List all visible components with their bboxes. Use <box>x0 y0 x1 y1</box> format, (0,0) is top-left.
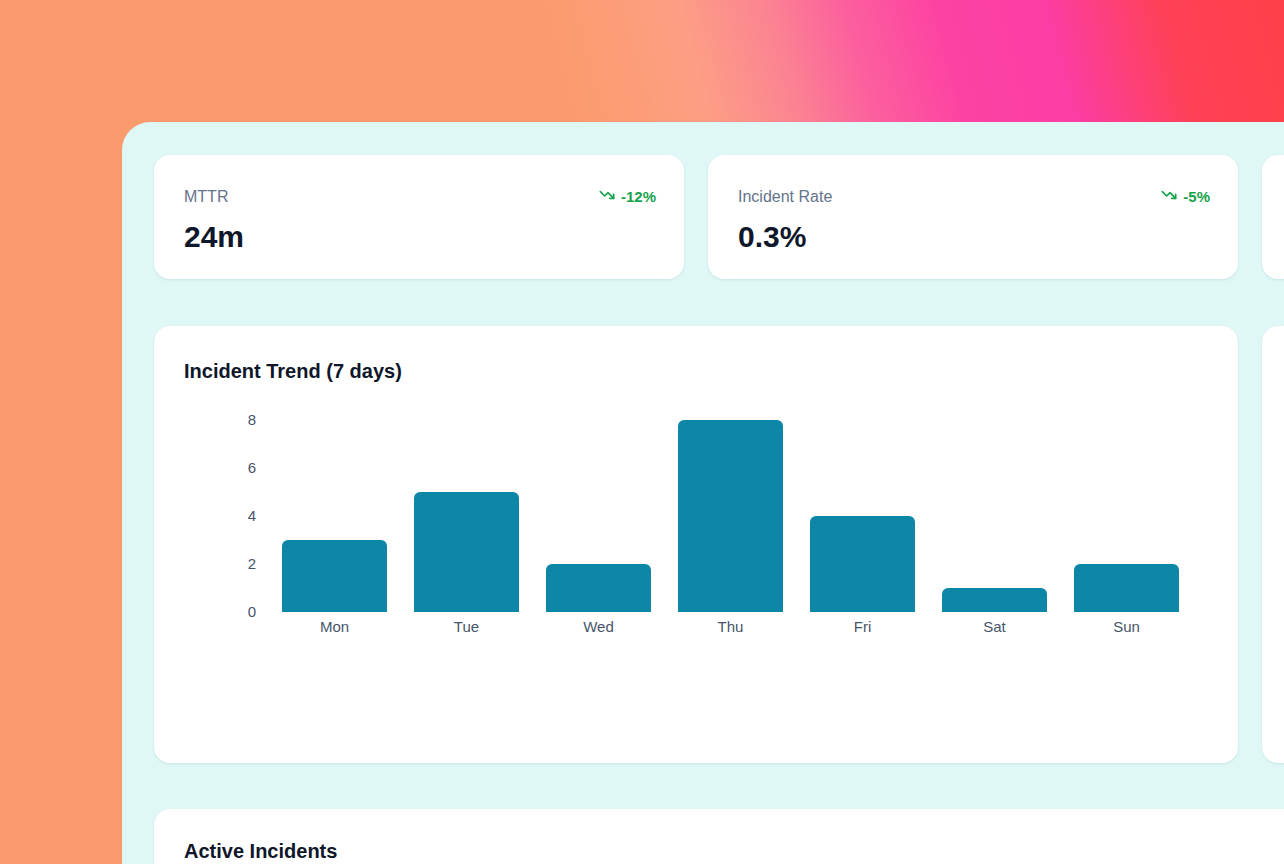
stat-delta-value: -5% <box>1183 188 1210 205</box>
x-axis-label: Tue <box>414 618 519 636</box>
stat-label: Incident Rate <box>738 188 832 206</box>
y-axis-tick: 8 <box>154 411 256 429</box>
stat-value: 24m <box>184 222 656 252</box>
stat-delta-value: -12% <box>621 188 656 205</box>
active-incidents-row: Active Incidents <box>154 809 1284 864</box>
stat-card-clipped <box>1262 155 1284 279</box>
stat-delta: -5% <box>1161 187 1210 206</box>
x-axis-label: Sun <box>1074 618 1179 636</box>
chart-title: Incident Trend (7 days) <box>184 360 402 383</box>
x-axis-label: Wed <box>546 618 651 636</box>
trending-down-icon <box>1161 187 1177 206</box>
trending-down-icon <box>599 187 615 206</box>
incident-trend-card: Incident Trend (7 days) 0 2 4 6 8 Mon Tue Wed Th… <box>154 326 1238 763</box>
stat-value: 0.3% <box>738 222 1210 252</box>
dashboard-panel: MTTR -12% 24m Incident Rate -5% <box>122 122 1284 864</box>
active-incidents-card: Active Incidents <box>154 809 1284 864</box>
active-incidents-title: Active Incidents <box>184 840 1284 863</box>
y-axis-tick: 2 <box>154 555 256 573</box>
bar-sun[interactable] <box>1074 564 1179 612</box>
bar-tue[interactable] <box>414 492 519 612</box>
stat-delta: -12% <box>599 187 656 206</box>
x-axis-label: Thu <box>678 618 783 636</box>
y-axis-tick: 0 <box>154 603 256 621</box>
y-axis-tick: 6 <box>154 459 256 477</box>
bar-wed[interactable] <box>546 564 651 612</box>
bar-fri[interactable] <box>810 516 915 612</box>
stat-card-mttr: MTTR -12% 24m <box>154 155 684 279</box>
x-axis-label: Fri <box>810 618 915 636</box>
y-axis-tick: 4 <box>154 507 256 525</box>
stat-label: MTTR <box>184 188 228 206</box>
chart-row: Incident Trend (7 days) 0 2 4 6 8 Mon Tue Wed Th… <box>154 326 1284 763</box>
chart-side-card-clipped <box>1262 326 1284 763</box>
x-axis-label: Sat <box>942 618 1047 636</box>
stats-row: MTTR -12% 24m Incident Rate -5% <box>154 155 1284 279</box>
bar-thu[interactable] <box>678 420 783 612</box>
x-axis-label: Mon <box>282 618 387 636</box>
bar-sat[interactable] <box>942 588 1047 612</box>
stat-card-incident-rate: Incident Rate -5% 0.3% <box>708 155 1238 279</box>
bar-mon[interactable] <box>282 540 387 612</box>
